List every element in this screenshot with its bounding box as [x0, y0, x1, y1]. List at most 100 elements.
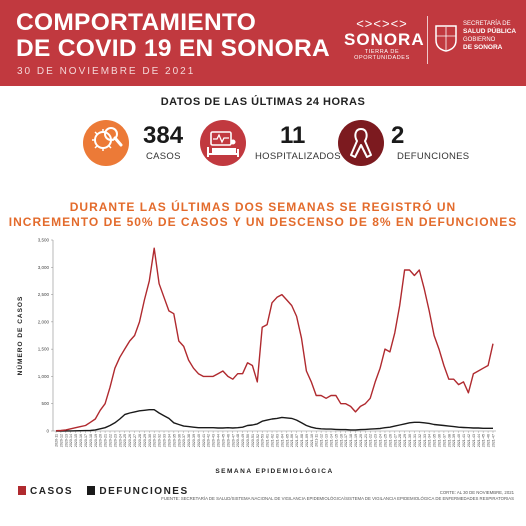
x-tick-label: 2021-34	[428, 434, 432, 447]
x-tick-label: 2021-36	[437, 434, 441, 447]
x-tick-label: 2021-17	[344, 434, 348, 447]
gov-line-2: SALUD PÚBLICA	[463, 28, 517, 35]
x-tick-label: 2021-26	[388, 434, 392, 447]
x-tick-label: 2021-22	[369, 434, 373, 447]
title-line-2: DE COVID 19 EN SONORA	[16, 35, 330, 62]
x-tick-label: 2020-39	[192, 434, 196, 447]
x-tick-label: 2021-01	[266, 434, 270, 447]
health-secretariat-logo: SECRETARÍA DE SALUD PÚBLICA GOBIERNO DE …	[463, 20, 516, 52]
y-tick-label: 1,500	[38, 347, 50, 352]
x-tick-label: 2020-35	[172, 434, 176, 447]
source-cutoff: CORTE: AL 30 DE NOVIEMBRE, 2021	[439, 490, 514, 495]
x-tick-label: 2021-21	[364, 434, 368, 447]
x-tick-label: 2020-22	[109, 434, 113, 447]
sonora-logo: <><><> SONORA TIERRA DE OPORTUNIDADES	[344, 16, 424, 66]
x-tick-label: 2020-43	[212, 434, 216, 447]
x-tick-label: 2020-13	[64, 434, 68, 447]
sonora-logo-mark-icon: <><><>	[356, 16, 408, 31]
x-tick-label: 2020-46	[226, 434, 230, 447]
x-tick-label: 2021-37	[442, 434, 446, 447]
x-tick-label: 2021-16	[339, 434, 343, 447]
x-tick-label: 2020-16	[79, 434, 83, 447]
x-tick-label: 2021-11	[315, 434, 319, 447]
hospital-bed-icon	[200, 120, 246, 166]
x-tick-label: 2021-29	[403, 434, 407, 447]
x-tick-label: 2021-31	[413, 434, 417, 447]
x-tick-label: 2020-33	[163, 434, 167, 447]
x-tick-label: 2021-10	[310, 434, 314, 447]
hospitalizados-value: 11	[280, 122, 306, 149]
x-tick-label: 2020-25	[123, 434, 127, 447]
legend-label-casos: CASOS	[30, 486, 74, 497]
hospitalizados-label: HOSPITALIZADOS	[255, 151, 341, 162]
legend-label-defunciones: DEFUNCIONES	[99, 486, 189, 497]
page-title: COMPORTAMIENTO DE COVID 19 EN SONORA	[16, 10, 330, 62]
x-tick-label: 2021-05	[285, 434, 289, 447]
x-tick-label: 2020-18	[89, 434, 93, 447]
x-tick-label: 2021-35	[433, 434, 437, 447]
casos-value: 384	[143, 122, 184, 149]
x-tick-label: 2021-42	[467, 434, 471, 447]
x-tick-label: 2020-34	[167, 434, 171, 447]
x-tick-label: 2020-44	[217, 434, 221, 447]
x-tick-label: 2020-17	[84, 434, 88, 447]
ribbon-icon	[338, 120, 384, 166]
x-tick-label: 2020-20	[99, 434, 103, 447]
x-tick-label: 2021-27	[393, 434, 397, 447]
defunciones-label: DEFUNCIONES	[397, 151, 470, 162]
report-date: 30 DE NOVIEMBRE DE 2021	[17, 66, 196, 77]
stats-heading: DATOS DE LAS ÚLTIMAS 24 HORAS	[160, 96, 366, 108]
x-tick-label: 2021-23	[374, 434, 378, 447]
headline-line-2: INCREMENTO DE 50% DE CASOS Y UN DESCENSO…	[8, 215, 518, 229]
x-tick-label: 2021-19	[354, 434, 358, 447]
x-tick-label: 2020-45	[221, 434, 225, 447]
gov-line-3: GOBIERNO	[463, 37, 496, 43]
x-tick-label: 2021-32	[418, 434, 422, 447]
x-tick-label: 2021-43	[472, 434, 476, 447]
y-tick-label: 3,000	[38, 265, 50, 270]
x-tick-label: 2021-12	[320, 434, 324, 447]
x-tick-label: 2021-30	[408, 434, 412, 447]
gov-line-1: SECRETARÍA DE	[463, 21, 511, 27]
x-tick-label: 2020-24	[118, 434, 122, 447]
x-tick-label: 2021-07	[295, 434, 299, 447]
x-tick-label: 2020-38	[187, 434, 191, 447]
x-tick-label: 2021-24	[379, 434, 383, 447]
x-tick-label: 2020-26	[128, 434, 132, 447]
x-tick-label: 2021-04	[280, 434, 284, 447]
x-tick-label: 2021-41	[462, 434, 466, 447]
x-tick-label: 2021-09	[305, 434, 309, 447]
title-line-1: COMPORTAMIENTO	[16, 9, 257, 36]
x-tick-label: 2021-40	[457, 434, 461, 447]
x-tick-label: 2020-14	[69, 434, 73, 447]
headline-line-1: DURANTE LAS ÚLTIMAS DOS SEMANAS SE REGIS…	[69, 200, 457, 214]
legend-item-defunciones: DEFUNCIONES	[87, 486, 188, 497]
x-tick-label: 2021-18	[349, 434, 353, 447]
x-tick-label: 2020-31	[153, 434, 157, 447]
gov-line-4: DE SONORA	[463, 44, 503, 51]
x-tick-label: 2021-39	[452, 434, 456, 447]
covid-line-chart: 0 500 1,000 1,500 2,000 2,500 3,000 3,500 2020-1…	[15, 238, 496, 475]
x-tick-label: 2020-47	[231, 434, 235, 447]
x-tick-label: 2021-33	[423, 434, 427, 447]
x-tick-label: 2020-48	[236, 434, 240, 447]
legend-item-casos: CASOS	[18, 486, 73, 497]
source-note: CORTE: AL 30 DE NOVIEMBRE, 2021 FUENTE: …	[161, 490, 514, 502]
x-axis-label: SEMANA EPIDEMIOLÓGICA	[215, 466, 333, 475]
headline: DURANTE LAS ÚLTIMAS DOS SEMANAS SE REGIS…	[0, 200, 526, 230]
y-tick-label: 500	[41, 401, 49, 406]
x-tick-label: 2020-23	[113, 434, 117, 447]
x-tick-label: 2020-21	[104, 434, 108, 447]
y-tick-label: 3,500	[38, 238, 50, 243]
x-tick-label: 2020-19	[94, 434, 98, 447]
x-tick-label: 2020-32	[158, 434, 162, 447]
casos-label: CASOS	[146, 151, 181, 162]
logo-divider	[427, 16, 428, 64]
x-tick-label: 2020-36	[177, 434, 181, 447]
defunciones-value: 2	[391, 122, 405, 149]
x-tick-label: 2020-11	[55, 434, 59, 447]
x-tick-label: 2020-28	[138, 434, 142, 447]
y-tick-label: 2,500	[38, 292, 50, 297]
x-tick-label: 2021-47	[492, 434, 496, 447]
x-tick-label: 2021-45	[482, 434, 486, 447]
